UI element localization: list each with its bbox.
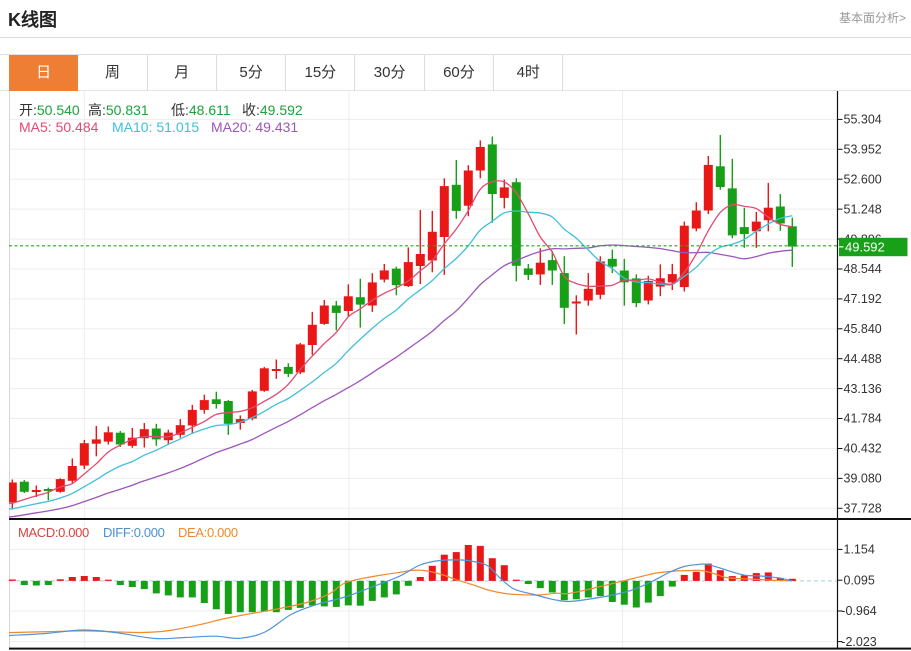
svg-text:41.784: 41.784 (844, 412, 882, 426)
svg-text:37.728: 37.728 (844, 502, 882, 516)
svg-text:-0.964: -0.964 (841, 604, 876, 618)
svg-text:0.095: 0.095 (844, 573, 875, 587)
svg-text:45.840: 45.840 (844, 322, 882, 336)
svg-text:52.600: 52.600 (844, 172, 882, 186)
svg-text:49.592: 49.592 (845, 239, 885, 254)
svg-text:1.154: 1.154 (844, 543, 875, 557)
svg-text:48.544: 48.544 (844, 262, 882, 276)
svg-text:51.248: 51.248 (844, 202, 882, 216)
svg-text:-2.023: -2.023 (841, 635, 876, 649)
svg-text:43.136: 43.136 (844, 382, 882, 396)
svg-text:40.432: 40.432 (844, 442, 882, 456)
svg-text:55.304: 55.304 (844, 113, 882, 127)
svg-text:39.080: 39.080 (844, 472, 882, 486)
svg-text:47.192: 47.192 (844, 292, 882, 306)
svg-text:44.488: 44.488 (844, 352, 882, 366)
svg-text:53.952: 53.952 (844, 143, 882, 157)
